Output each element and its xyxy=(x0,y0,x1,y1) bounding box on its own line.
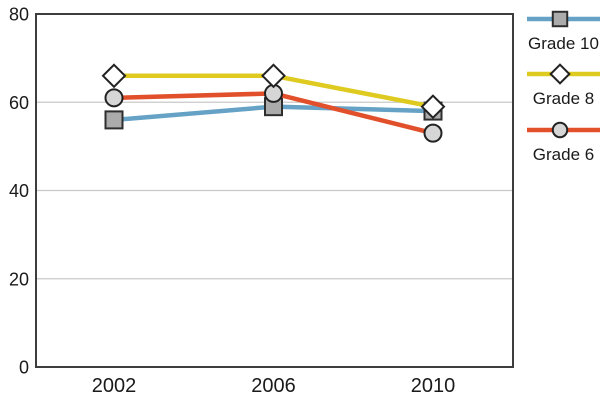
svg-text:20: 20 xyxy=(9,269,29,289)
chart-plot-area: 0 20 40 60 80 2002 2006 2010 xyxy=(9,5,514,397)
legend-swatch-diamond-marker xyxy=(527,63,600,85)
chart-legend: Grade 10 Grade 8 Grade 6 xyxy=(527,0,600,401)
svg-text:2002: 2002 xyxy=(92,375,137,397)
legend-item-grade-10: Grade 10 xyxy=(527,5,600,54)
svg-text:0: 0 xyxy=(19,358,29,378)
legend-item-grade-6: Grade 6 xyxy=(527,116,600,165)
legend-swatch-square-marker xyxy=(527,10,600,28)
svg-text:40: 40 xyxy=(9,181,29,201)
x-axis-tick-labels: 2002 2006 2010 xyxy=(92,375,456,397)
legend-swatch-circle-marker xyxy=(527,121,600,139)
svg-text:2006: 2006 xyxy=(251,375,296,397)
series-grade-6 xyxy=(104,83,443,143)
svg-text:2010: 2010 xyxy=(411,375,456,397)
svg-text:80: 80 xyxy=(9,5,29,25)
legend-item-grade-8: Grade 8 xyxy=(527,60,600,109)
y-axis-tick-labels: 0 20 40 60 80 xyxy=(9,5,29,378)
legend-label-grade-8: Grade 8 xyxy=(532,89,595,108)
svg-text:60: 60 xyxy=(9,93,29,113)
series-grade-8 xyxy=(101,63,446,120)
plot-border xyxy=(35,13,514,368)
legend-label-grade-10: Grade 10 xyxy=(528,34,599,53)
legend-label-grade-6: Grade 6 xyxy=(532,145,595,164)
